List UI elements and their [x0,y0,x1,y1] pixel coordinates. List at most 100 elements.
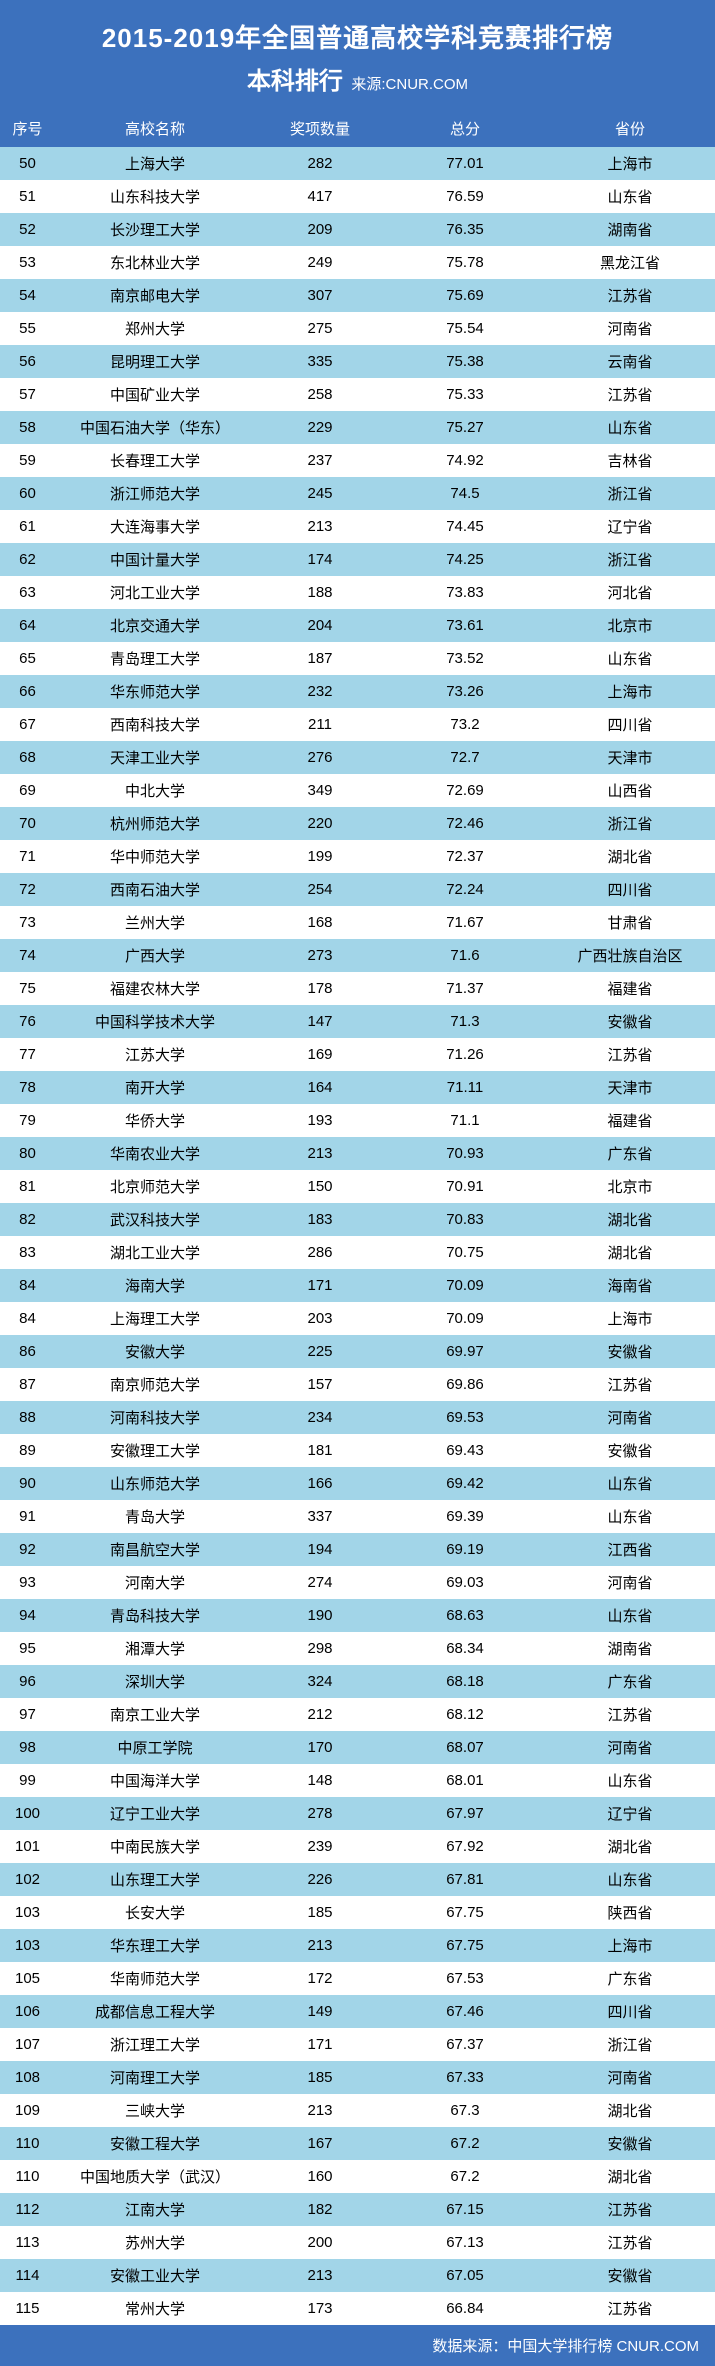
table-cell: 上海大学 [55,147,255,180]
table-row: 50上海大学28277.01上海市 [0,147,715,180]
column-header: 序号 [0,110,55,147]
table-cell: 江西省 [545,1533,715,1566]
table-cell: 75.33 [385,378,545,411]
table-cell: 249 [255,246,385,279]
table-row: 114安徽工业大学21367.05安徽省 [0,2259,715,2292]
table-cell: 广东省 [545,1962,715,1995]
table-cell: 61 [0,510,55,543]
table-cell: 73 [0,906,55,939]
table-cell: 56 [0,345,55,378]
table-cell: 81 [0,1170,55,1203]
table-row: 92南昌航空大学19469.19江西省 [0,1533,715,1566]
table-cell: 广西壮族自治区 [545,939,715,972]
table-cell: 辽宁省 [545,1797,715,1830]
table-cell: 杭州师范大学 [55,807,255,840]
table-cell: 107 [0,2028,55,2061]
table-cell: 67.92 [385,1830,545,1863]
table-cell: 72.7 [385,741,545,774]
table-row: 110安徽工程大学16767.2安徽省 [0,2127,715,2160]
table-cell: 安徽省 [545,1335,715,1368]
table-cell: 187 [255,642,385,675]
table-cell: 75 [0,972,55,1005]
table-cell: 188 [255,576,385,609]
table-cell: 上海理工大学 [55,1302,255,1335]
table-cell: 广东省 [545,1137,715,1170]
table-cell: 69.53 [385,1401,545,1434]
table-cell: 南昌航空大学 [55,1533,255,1566]
table-cell: 67.33 [385,2061,545,2094]
table-cell: 181 [255,1434,385,1467]
table-cell: 66.84 [385,2292,545,2325]
header: 2015-2019年全国普通高校学科竞赛排行榜 本科排行 来源:CNUR.COM [0,0,715,110]
table-cell: 中国石油大学（华东） [55,411,255,444]
table-cell: 辽宁工业大学 [55,1797,255,1830]
table-cell: 113 [0,2226,55,2259]
table-cell: 北京师范大学 [55,1170,255,1203]
table-cell: 75.54 [385,312,545,345]
table-cell: 226 [255,1863,385,1896]
table-cell: 74.92 [385,444,545,477]
table-cell: 甘肃省 [545,906,715,939]
table-cell: 286 [255,1236,385,1269]
table-cell: 湖北省 [545,2160,715,2193]
table-row: 79华侨大学19371.1福建省 [0,1104,715,1137]
table-cell: 湖北省 [545,1830,715,1863]
table-cell: 68.18 [385,1665,545,1698]
table-cell: 上海市 [545,147,715,180]
table-cell: 103 [0,1929,55,1962]
table-cell: 武汉科技大学 [55,1203,255,1236]
table-cell: 90 [0,1467,55,1500]
table-cell: 北京市 [545,1170,715,1203]
table-cell: 91 [0,1500,55,1533]
table-cell: 山东理工大学 [55,1863,255,1896]
table-cell: 209 [255,213,385,246]
table-cell: 203 [255,1302,385,1335]
table-cell: 110 [0,2127,55,2160]
table-row: 57中国矿业大学25875.33江苏省 [0,378,715,411]
table-cell: 103 [0,1896,55,1929]
title-sub: 本科排行 [247,68,343,95]
table-cell: 102 [0,1863,55,1896]
table-cell: 173 [255,2292,385,2325]
table-cell: 67.75 [385,1896,545,1929]
table-cell: 上海市 [545,1302,715,1335]
table-cell: 71.11 [385,1071,545,1104]
table-cell: 山东省 [545,1467,715,1500]
table-cell: 75.78 [385,246,545,279]
table-row: 110中国地质大学（武汉）16067.2湖北省 [0,2160,715,2193]
table-row: 96深圳大学32468.18广东省 [0,1665,715,1698]
table-cell: 335 [255,345,385,378]
table-cell: 76 [0,1005,55,1038]
column-header: 总分 [385,110,545,147]
table-cell: 上海市 [545,675,715,708]
table-row: 89安徽理工大学18169.43安徽省 [0,1434,715,1467]
table-cell: 63 [0,576,55,609]
table-cell: 安徽省 [545,1434,715,1467]
table-cell: 安徽工业大学 [55,2259,255,2292]
table-cell: 湖北工业大学 [55,1236,255,1269]
table-row: 88河南科技大学23469.53河南省 [0,1401,715,1434]
table-cell: 213 [255,510,385,543]
table-row: 95湘潭大学29868.34湖南省 [0,1632,715,1665]
table-row: 60浙江师范大学24574.5浙江省 [0,477,715,510]
table-cell: 71.37 [385,972,545,1005]
table-cell: 55 [0,312,55,345]
table-cell: 64 [0,609,55,642]
table-cell: 200 [255,2226,385,2259]
table-cell: 169 [255,1038,385,1071]
title-main: 2015-2019年全国普通高校学科竞赛排行榜 [10,18,705,55]
table-row: 55郑州大学27575.54河南省 [0,312,715,345]
table-cell: 213 [255,1929,385,1962]
title-sub-line: 本科排行 来源:CNUR.COM [10,61,705,96]
table-row: 51山东科技大学41776.59山东省 [0,180,715,213]
table-row: 75福建农林大学17871.37福建省 [0,972,715,1005]
table-row: 103长安大学18567.75陕西省 [0,1896,715,1929]
table-cell: 67.46 [385,1995,545,2028]
table-cell: 298 [255,1632,385,1665]
table-cell: 吉林省 [545,444,715,477]
table-cell: 213 [255,2094,385,2127]
table-row: 61大连海事大学21374.45辽宁省 [0,510,715,543]
table-cell: 58 [0,411,55,444]
table-cell: 74.5 [385,477,545,510]
table-cell: 江苏省 [545,2226,715,2259]
